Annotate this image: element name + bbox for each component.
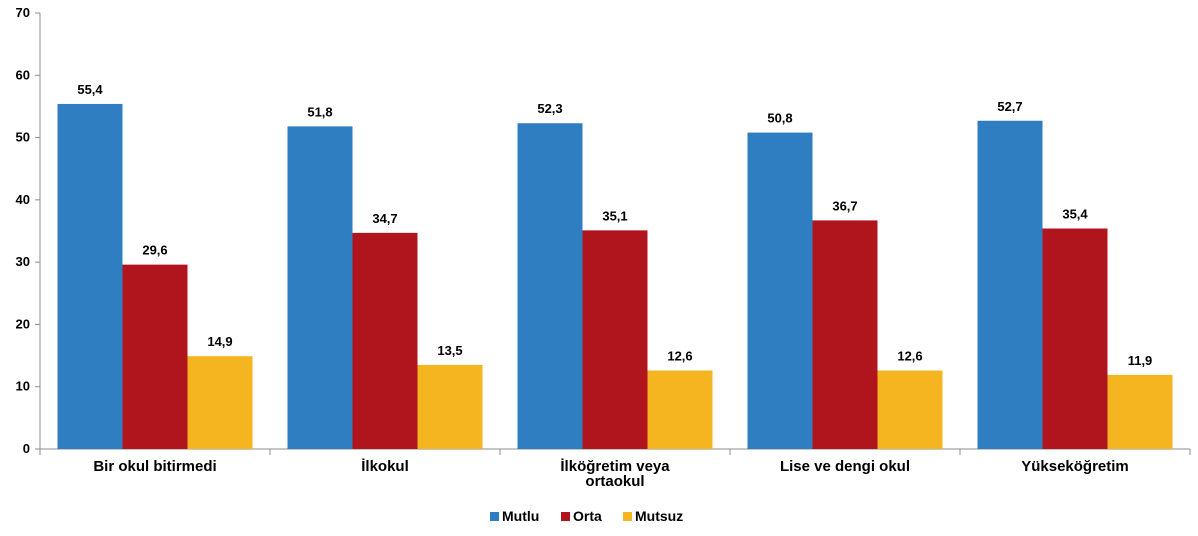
bar-mutsuz (647, 370, 713, 449)
y-tick-label: 30 (16, 254, 30, 269)
legend-label: Mutlu (502, 508, 539, 524)
bar-orta (122, 264, 188, 449)
bar-mutlu (747, 132, 813, 450)
x-category-label: Yükseköğretim (1021, 458, 1129, 475)
data-label: 52,7 (997, 99, 1022, 114)
x-category-label: Lise ve dengi okul (780, 458, 910, 475)
legend-label: Mutsuz (635, 508, 683, 524)
bars (57, 103, 1173, 450)
x-category-label: İlköğretim veya (560, 458, 670, 475)
y-tick-label: 10 (16, 379, 30, 394)
bar-mutsuz (417, 364, 483, 449)
bar-mutlu (57, 103, 123, 450)
y-tick-label: 20 (16, 316, 30, 331)
bar-mutsuz (877, 370, 943, 449)
y-tick-label: 40 (16, 192, 30, 207)
data-label: 51,8 (307, 104, 332, 119)
y-tick-label: 60 (16, 67, 30, 82)
y-tick-label: 50 (16, 130, 30, 145)
legend-swatch (561, 512, 570, 521)
data-label: 14,9 (207, 334, 232, 349)
data-label: 35,1 (602, 208, 627, 223)
bar-mutsuz (1107, 374, 1173, 449)
x-category-label: İlkokul (361, 458, 409, 475)
x-category-label: ortaokul (585, 473, 644, 490)
bar-orta (812, 220, 878, 449)
bar-mutlu (287, 126, 353, 450)
data-label: 13,5 (437, 343, 462, 358)
data-label: 52,3 (537, 101, 562, 116)
bar-orta (1042, 228, 1108, 449)
data-label: 55,4 (77, 82, 103, 97)
legend-swatch (623, 512, 632, 521)
bar-mutsuz (187, 356, 253, 449)
data-label: 35,4 (1062, 207, 1088, 222)
bar-orta (582, 230, 648, 449)
data-label: 50,8 (767, 111, 792, 126)
data-label: 29,6 (142, 243, 167, 258)
data-label: 36,7 (832, 198, 857, 213)
x-category-label: Bir okul bitirmedi (93, 458, 216, 475)
bar-orta (352, 232, 418, 449)
data-label: 12,6 (897, 349, 922, 364)
data-label: 12,6 (667, 349, 692, 364)
bar-mutlu (517, 123, 583, 449)
data-labels: 55,4 51,8 52,3 50,8 52,7 29,6 34,7 35,1 36,7 35,4… (77, 82, 1152, 368)
data-label: 34,7 (372, 211, 397, 226)
legend-swatch (490, 512, 499, 521)
bar-mutlu (977, 120, 1043, 450)
data-label: 11,9 (1128, 353, 1153, 368)
y-tick-label: 70 (16, 5, 30, 20)
y-tick-label: 0 (23, 441, 30, 456)
legend-label: Orta (573, 508, 602, 524)
legend: Mutlu Orta Mutsuz (490, 508, 683, 524)
